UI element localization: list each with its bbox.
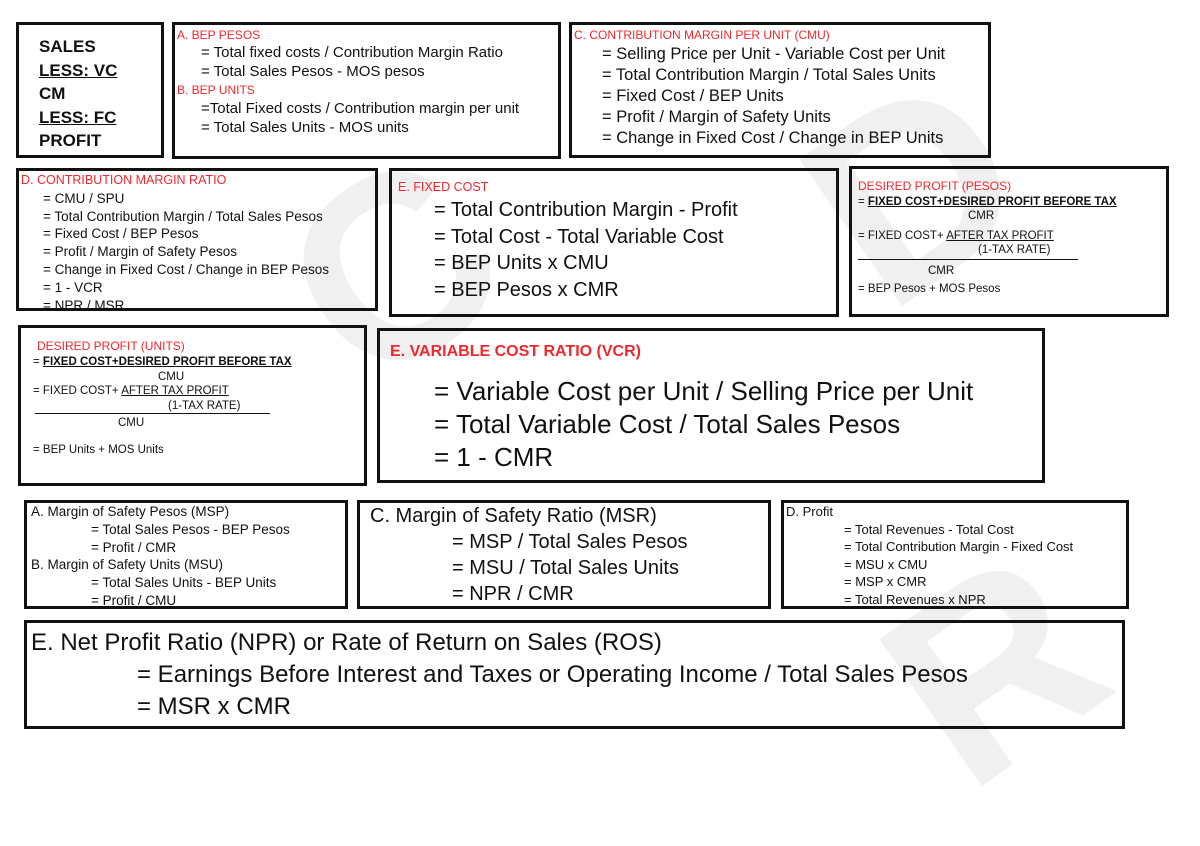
vcr-title: E. VARIABLE COST RATIO (VCR) bbox=[390, 343, 641, 360]
formula-line: = Total Sales Units - MOS units bbox=[201, 119, 409, 136]
summary-line: LESS: FC bbox=[39, 107, 117, 127]
margin-of-safety-box: A. Margin of Safety Pesos (MSP) = Total … bbox=[24, 500, 348, 609]
profit-box: D. Profit = Total Revenues - Total Cost … bbox=[781, 500, 1129, 609]
cmr-box: D. CONTRIBUTION MARGIN RATIO = CMU / SPU… bbox=[16, 168, 378, 313]
formula-line: = Total Contribution Margin - Profit bbox=[434, 199, 738, 221]
denominator: CMR bbox=[928, 265, 955, 277]
formula-line: = MSU / Total Sales Units bbox=[452, 557, 679, 579]
formula-line: = Total Variable Cost / Total Sales Peso… bbox=[434, 409, 901, 439]
fraction-bar bbox=[858, 259, 1078, 260]
formula-line: = Total Sales Units - BEP Units bbox=[91, 575, 277, 591]
summary-line: PROFIT bbox=[39, 131, 102, 150]
denominator: CMR bbox=[968, 210, 995, 222]
cmr-title: D. CONTRIBUTION MARGIN RATIO bbox=[21, 173, 227, 187]
tax-rate: (1-TAX RATE) bbox=[978, 244, 1051, 256]
formula-line: = Earnings Before Interest and Taxes or … bbox=[137, 661, 968, 688]
prefix: = FIXED COST+ bbox=[33, 385, 119, 397]
formula-line: = BEP Units + MOS Units bbox=[33, 443, 164, 456]
formula-line: = NPR / MSR bbox=[43, 297, 125, 313]
formula-line: = Total Contribution Margin / Total Sale… bbox=[43, 208, 323, 224]
msu-title: B. Margin of Safety Units (MSU) bbox=[31, 557, 224, 573]
cmu-title: C. CONTRIBUTION MARGIN PER UNIT (CMU) bbox=[574, 28, 830, 42]
fraction-bar bbox=[35, 413, 270, 414]
formula-line: = MSP x CMR bbox=[844, 574, 927, 589]
formula-line: = BEP Pesos x CMR bbox=[434, 278, 619, 301]
cmu-box: C. CONTRIBUTION MARGIN PER UNIT (CMU) = … bbox=[569, 22, 991, 158]
vcr-box: E. VARIABLE COST RATIO (VCR) = Variable … bbox=[377, 328, 1045, 483]
formula-line: = Profit / CMU bbox=[91, 592, 177, 608]
numerator: FIXED COST+DESIRED PROFIT BEFORE TAX bbox=[42, 356, 292, 368]
numerator: AFTER TAX PROFIT bbox=[121, 385, 229, 397]
npr-title: E. Net Profit Ratio (NPR) or Rate of Ret… bbox=[31, 629, 662, 656]
formula-line: = 1 - VCR bbox=[43, 279, 103, 295]
formula-line: = Variable Cost per Unit / Selling Price… bbox=[434, 376, 974, 406]
formula-line: = Total fixed costs / Contribution Margi… bbox=[201, 44, 503, 61]
desired-profit-pesos-title: DESIRED PROFIT (PESOS) bbox=[858, 179, 1012, 193]
formula-line: = Change in Fixed Cost / Change in BEP U… bbox=[602, 129, 944, 147]
formula-line: = Selling Price per Unit - Variable Cost… bbox=[602, 45, 946, 63]
summary-line: CM bbox=[39, 84, 66, 103]
formula-line: = MSU x CMU bbox=[844, 556, 928, 572]
formula-line: = Change in Fixed Cost / Change in BEP P… bbox=[43, 261, 330, 277]
denominator: CMU bbox=[118, 417, 145, 429]
formula-line: = CMU / SPU bbox=[43, 190, 125, 206]
formula-line: = Fixed Cost / BEP Units bbox=[602, 87, 784, 105]
equals: = bbox=[33, 356, 40, 368]
equals: = bbox=[858, 196, 865, 208]
formula-line: = Total Contribution Margin / Total Sale… bbox=[602, 66, 936, 84]
formula-line: = MSP / Total Sales Pesos bbox=[452, 531, 688, 553]
npr-box: E. Net Profit Ratio (NPR) or Rate of Ret… bbox=[24, 620, 1125, 729]
numerator: FIXED COST+DESIRED PROFIT BEFORE TAX bbox=[867, 196, 1117, 208]
formula-line: = MSR x CMR bbox=[137, 693, 292, 720]
formula-line: = Total Sales Pesos - MOS pesos bbox=[201, 63, 425, 80]
bep-pesos-title: A. BEP PESOS bbox=[177, 28, 261, 42]
formula-line: = Profit / CMR bbox=[91, 539, 177, 555]
prefix: = FIXED COST+ bbox=[858, 230, 944, 242]
fixed-cost-box: E. FIXED COST = Total Contribution Margi… bbox=[389, 168, 839, 317]
summary-line: SALES bbox=[39, 37, 96, 56]
formula-line: = BEP Pesos + MOS Pesos bbox=[858, 283, 1001, 295]
bep-box: A. BEP PESOS = Total fixed costs / Contr… bbox=[172, 22, 561, 159]
numerator: AFTER TAX PROFIT bbox=[946, 230, 1054, 242]
formula-line: = Total Cost - Total Variable Cost bbox=[434, 225, 724, 248]
profit-title: D. Profit bbox=[786, 504, 833, 519]
msr-box: C. Margin of Safety Ratio (MSR) = MSP / … bbox=[357, 500, 771, 609]
formula-line: = Profit / Margin of Safety Pesos bbox=[43, 244, 237, 260]
fixed-cost-title: E. FIXED COST bbox=[398, 180, 489, 194]
formula-line: = 1 - CMR bbox=[434, 442, 554, 472]
formula-line: = Fixed Cost / BEP Pesos bbox=[43, 226, 199, 242]
formula-line: = Total Sales Pesos - BEP Pesos bbox=[91, 521, 290, 537]
formula-line: = Total Revenues - Total Cost bbox=[844, 521, 1014, 537]
bep-units-title: B. BEP UNITS bbox=[177, 83, 255, 97]
desired-profit-units-title: DESIRED PROFIT (UNITS) bbox=[37, 339, 185, 353]
formula-line: = Total Contribution Margin - Fixed Cost bbox=[844, 539, 1074, 554]
desired-profit-units-box: DESIRED PROFIT (UNITS) = FIXED COST+DESI… bbox=[18, 325, 367, 486]
msp-title: A. Margin of Safety Pesos (MSP) bbox=[31, 504, 230, 519]
tax-rate: (1-TAX RATE) bbox=[168, 399, 241, 412]
formula-line: =Total Fixed costs / Contribution margin… bbox=[201, 100, 520, 117]
desired-profit-pesos-box: DESIRED PROFIT (PESOS) = FIXED COST+DESI… bbox=[849, 166, 1169, 317]
formula-line: = BEP Units x CMU bbox=[434, 252, 609, 274]
income-summary-box: SALES LESS: VC CM LESS: FC PROFIT bbox=[16, 22, 164, 158]
msr-title: C. Margin of Safety Ratio (MSR) bbox=[370, 505, 657, 527]
formula-line: = NPR / CMR bbox=[452, 583, 574, 605]
formula-line: = Profit / Margin of Safety Units bbox=[602, 108, 831, 126]
denominator: CMU bbox=[158, 370, 185, 383]
formula-line: = Total Revenues x NPR bbox=[844, 591, 986, 607]
summary-line: LESS: VC bbox=[39, 60, 118, 80]
